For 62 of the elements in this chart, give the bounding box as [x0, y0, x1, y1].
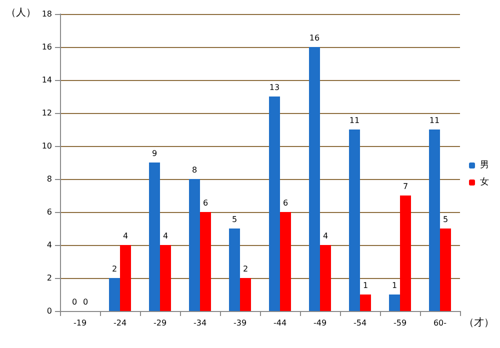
- x-tick-label: -59: [393, 318, 407, 328]
- x-tick-label: -29: [153, 318, 167, 328]
- data-label: 5: [232, 215, 238, 224]
- data-label: 11: [429, 116, 440, 125]
- y-tick-label: 12: [42, 108, 52, 118]
- bar: [109, 278, 120, 311]
- x-tick-label: -49: [313, 318, 327, 328]
- bar: [320, 245, 331, 311]
- y-tick-label: 6: [46, 208, 52, 216]
- bar: [389, 294, 400, 311]
- x-axis-title: （才）: [464, 316, 494, 328]
- x-tick-label: -54: [353, 318, 367, 328]
- y-tick-label: 8: [46, 174, 52, 184]
- bar: [400, 196, 411, 311]
- x-tick-label: -24: [113, 318, 127, 328]
- bar: [149, 162, 160, 311]
- data-label: 7: [402, 182, 408, 191]
- data-label: 8: [192, 166, 198, 174]
- x-tick-label: -44: [273, 318, 287, 328]
- data-label: 9: [152, 149, 158, 158]
- y-axis-title: （人）: [6, 8, 36, 18]
- bar: [360, 294, 371, 311]
- data-label: 6: [282, 198, 288, 208]
- data-label: 0: [72, 298, 78, 306]
- y-tick-label: 14: [42, 76, 52, 84]
- data-label: 11: [349, 116, 360, 125]
- data-label: 4: [122, 232, 128, 240]
- bar: [280, 212, 291, 311]
- bar: [269, 96, 280, 311]
- bar: [120, 245, 131, 311]
- bar: [160, 245, 171, 311]
- y-tick-label: 2: [46, 274, 52, 282]
- bar: [429, 130, 440, 311]
- data-label: 16: [309, 34, 320, 42]
- data-label: 13: [269, 83, 280, 92]
- bar: [189, 179, 200, 311]
- x-tick-label: -19: [73, 318, 87, 328]
- data-label: 6: [202, 198, 208, 208]
- bar: [309, 47, 320, 311]
- data-label: 5: [442, 215, 448, 224]
- bar: [349, 130, 360, 311]
- y-tick-label: 10: [42, 142, 52, 150]
- bar: [200, 212, 211, 311]
- x-tick-label: -39: [233, 318, 247, 328]
- bar: [229, 228, 240, 311]
- y-tick-label: 16: [42, 42, 52, 52]
- legend-label: 男: [480, 160, 489, 170]
- data-label: 0: [82, 298, 88, 306]
- y-tick-label: 0: [46, 306, 52, 316]
- data-label: 1: [392, 281, 398, 290]
- legend-label: 女: [480, 176, 489, 188]
- x-tick-label: -34: [193, 318, 207, 328]
- y-tick-label: 18: [42, 10, 52, 18]
- data-label: 2: [242, 264, 248, 274]
- bar: [240, 278, 251, 311]
- data-label: 4: [322, 232, 328, 240]
- data-label: 2: [112, 264, 118, 274]
- bar: [440, 228, 451, 311]
- x-tick-label: 60-: [433, 318, 447, 328]
- y-tick-label: 4: [46, 240, 52, 250]
- data-label: 4: [162, 232, 168, 240]
- data-label: 1: [362, 281, 368, 290]
